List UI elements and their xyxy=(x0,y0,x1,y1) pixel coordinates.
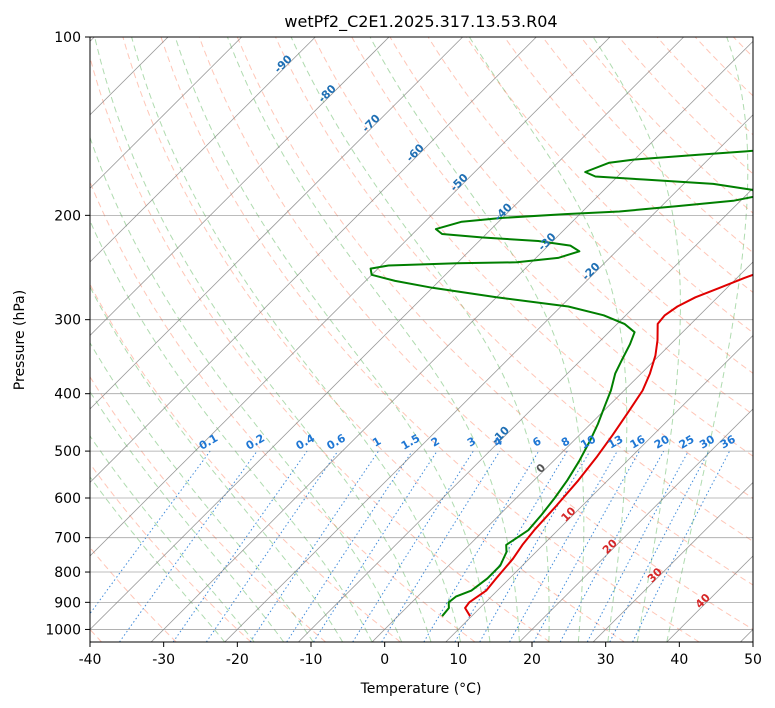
moist-adiabat xyxy=(90,285,344,642)
y-tick-label: 300 xyxy=(54,313,81,329)
y-tick-label: 1000 xyxy=(45,622,81,638)
pressure-gridlines xyxy=(90,37,753,630)
moist-adiabat xyxy=(90,219,373,642)
x-tick-label: -10 xyxy=(300,652,323,668)
isotherm-line xyxy=(298,187,753,642)
moist-adiabat xyxy=(290,37,550,642)
mixing-ratio-line xyxy=(352,450,474,642)
mixing-ratio-line xyxy=(533,450,640,642)
isotherm-line xyxy=(445,334,753,642)
x-tick-label: 20 xyxy=(523,652,541,668)
isotherm-line xyxy=(90,37,316,263)
x-tick-label: 0 xyxy=(380,652,389,668)
mixing-ratio-line xyxy=(249,450,379,642)
x-tick-label: 10 xyxy=(449,652,467,668)
x-axis-ticks: -40 -30 -20 -10 0 10 20 30 40 50 xyxy=(79,642,762,668)
y-tick-label: 600 xyxy=(54,491,81,507)
temperature-profile-line xyxy=(464,273,753,617)
y-tick-label: 200 xyxy=(54,208,81,224)
moist-adiabat xyxy=(666,37,749,642)
isotherm-line xyxy=(150,40,753,642)
mixing-ratio-line xyxy=(286,450,413,642)
mixing-ratio-line xyxy=(509,450,618,642)
isotherm-line xyxy=(90,37,390,336)
plot-frame xyxy=(89,36,754,643)
isotherm-line xyxy=(371,261,753,642)
moist-adiabat xyxy=(90,136,403,642)
moist-adiabat xyxy=(369,37,585,642)
y-tick-label: 100 xyxy=(54,30,81,46)
y-tick-label: 400 xyxy=(54,387,81,403)
isotherm-line xyxy=(592,481,753,642)
y-tick-label: 700 xyxy=(54,531,81,547)
moist-adiabat xyxy=(90,435,255,642)
moist-adiabat xyxy=(174,37,491,642)
x-axis-label: Temperature (°C) xyxy=(360,681,482,697)
x-tick-label: 30 xyxy=(597,652,615,668)
isotherm-line xyxy=(90,37,684,631)
x-tick-label: 40 xyxy=(670,652,688,668)
dry-adiabat xyxy=(90,55,550,642)
y-axis-label: Pressure (hPa) xyxy=(12,290,28,390)
x-tick-label: 50 xyxy=(744,652,762,668)
dry-adiabat xyxy=(198,37,753,631)
moist-adiabat xyxy=(94,37,432,642)
moist-adiabat xyxy=(90,341,314,642)
dry-adiabat xyxy=(772,37,775,642)
x-tick-label: -20 xyxy=(226,652,249,668)
moist-adiabat xyxy=(131,37,461,642)
dry-adiabat xyxy=(465,37,753,334)
mixing-ratio-line xyxy=(119,450,258,642)
mixing-ratio-line xyxy=(172,450,308,642)
mixing-ratio-lines xyxy=(90,450,731,642)
mixing-ratio-line xyxy=(559,450,665,642)
chart-title: wetPf2_C2E1.2025.317.13.53.R04 xyxy=(284,12,557,32)
moist-adiabats xyxy=(90,37,749,642)
dry-adiabat xyxy=(503,37,753,294)
isotherm-line xyxy=(90,37,611,557)
dry-adiabat xyxy=(236,37,753,586)
x-tick-label: -30 xyxy=(152,652,175,668)
moist-adiabat xyxy=(468,37,628,642)
dry-adiabat xyxy=(122,37,625,642)
plot-background xyxy=(90,37,753,642)
dry-adiabat xyxy=(313,37,753,500)
isotherm-line xyxy=(90,37,537,483)
dry-adiabat xyxy=(275,37,753,542)
isotherm-line xyxy=(519,408,753,642)
isotherm-line xyxy=(90,37,242,189)
moist-adiabat xyxy=(90,476,226,642)
dry-adiabat xyxy=(90,462,252,642)
mixing-ratio-line xyxy=(90,450,211,615)
mixing-ratio-line xyxy=(632,450,731,642)
dry-adiabat xyxy=(427,37,753,374)
moist-adiabat xyxy=(90,390,285,642)
x-tick-label: -40 xyxy=(79,652,102,668)
mixing-ratio-line xyxy=(205,450,339,642)
profiles xyxy=(369,149,753,617)
mixing-ratio-line xyxy=(381,450,501,642)
isotherms xyxy=(90,37,753,642)
dry-adiabat xyxy=(160,37,700,642)
dry-adiabats xyxy=(90,37,775,642)
isotherm-line xyxy=(224,114,753,642)
mixing-ratio-line xyxy=(313,450,438,642)
moist-adiabat xyxy=(592,37,681,642)
y-tick-label: 900 xyxy=(54,595,81,611)
y-axis-ticks: 100 200 300 400 500 600 700 800 900 1000 xyxy=(45,30,90,638)
y-tick-label: 800 xyxy=(54,565,81,581)
isotherm-line xyxy=(90,37,463,410)
dry-adiabat xyxy=(90,375,326,642)
dewpoint-profile-line xyxy=(369,149,753,617)
y-tick-label: 500 xyxy=(54,444,81,460)
